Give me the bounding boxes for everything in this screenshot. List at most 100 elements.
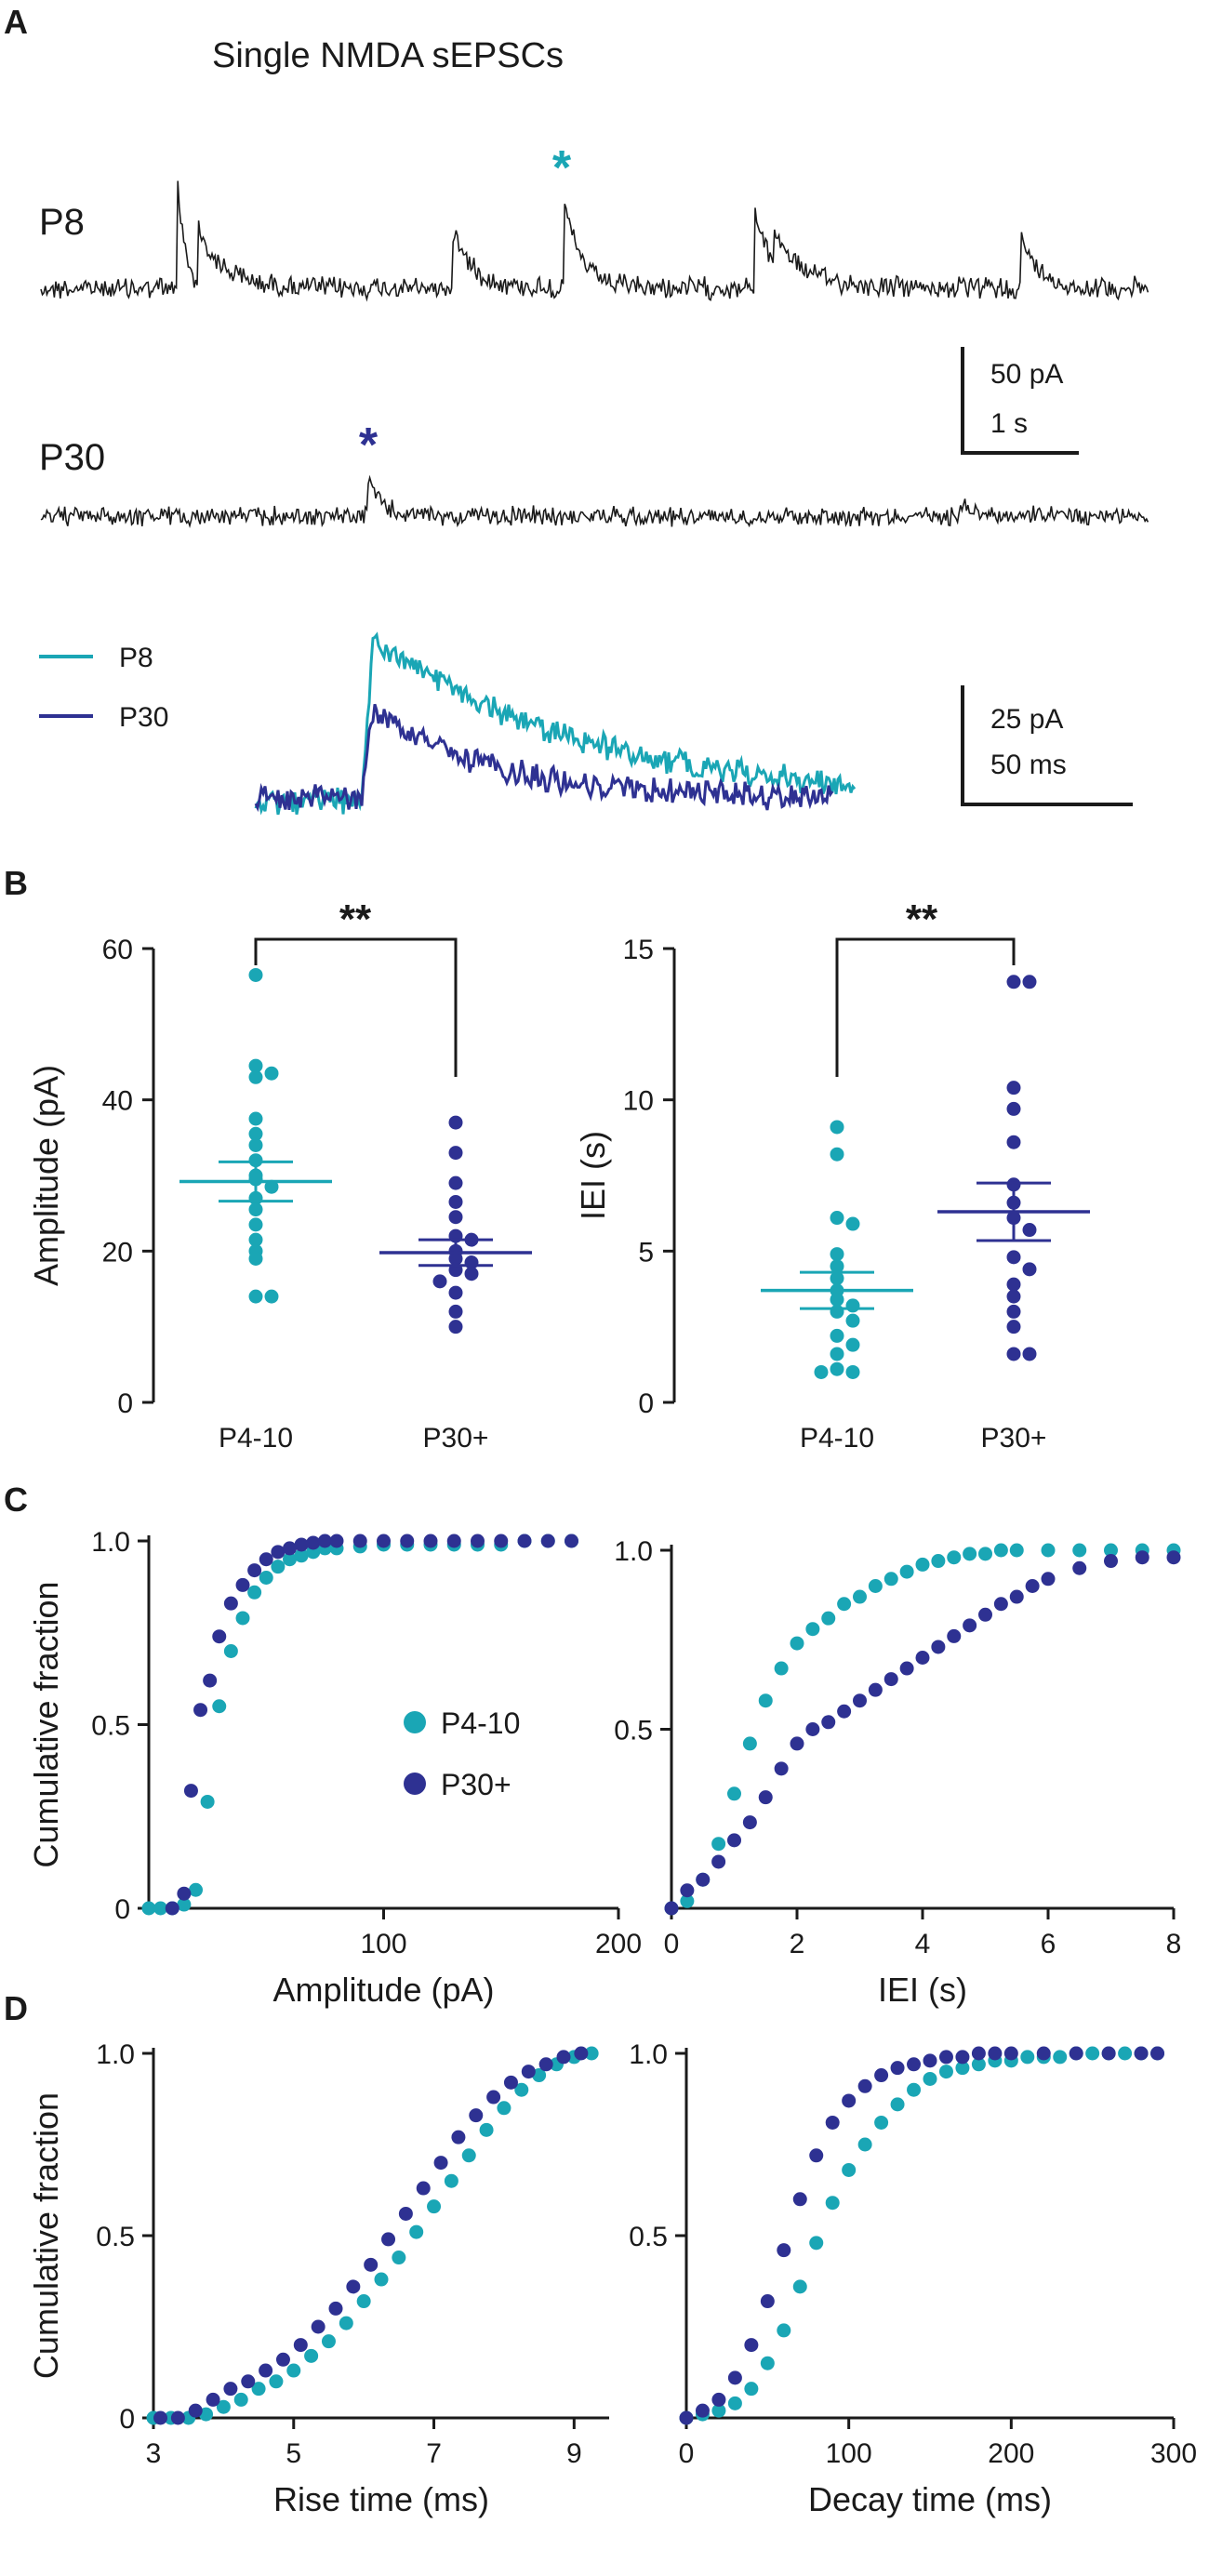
data-point bbox=[248, 1232, 263, 1247]
data-point bbox=[448, 1194, 463, 1209]
data-point bbox=[993, 1597, 1008, 1612]
data-point bbox=[584, 2046, 599, 2061]
data-point bbox=[727, 1786, 741, 1801]
data-point bbox=[1006, 1304, 1021, 1319]
data-point bbox=[814, 1364, 829, 1379]
legend-label-p8: P8 bbox=[119, 643, 153, 673]
data-point bbox=[837, 1704, 852, 1719]
y-tick-label: 0.5 bbox=[614, 1716, 653, 1746]
data-point bbox=[269, 2374, 284, 2389]
series-P30+ bbox=[165, 1534, 578, 1916]
data-point bbox=[955, 2050, 970, 2065]
data-point bbox=[461, 2148, 476, 2163]
data-point bbox=[963, 1618, 977, 1633]
data-point bbox=[845, 1298, 860, 1313]
y-tick-label: 0 bbox=[119, 2404, 135, 2435]
data-point bbox=[212, 1699, 227, 1714]
y-axis-label: IEI (s) bbox=[574, 1131, 612, 1220]
data-point bbox=[352, 1534, 367, 1548]
data-point bbox=[907, 2082, 922, 2097]
data-point bbox=[821, 1715, 836, 1730]
data-point bbox=[494, 1534, 509, 1548]
panel-d-letter: D bbox=[4, 1989, 28, 2027]
data-point bbox=[931, 1554, 946, 1569]
data-point bbox=[1134, 2046, 1149, 2061]
data-point bbox=[206, 2392, 220, 2407]
data-point bbox=[271, 1545, 286, 1560]
data-point bbox=[1085, 2046, 1100, 2061]
data-point bbox=[248, 1251, 263, 1266]
y-tick-label: 0.5 bbox=[96, 2222, 135, 2252]
data-point bbox=[680, 1893, 695, 1908]
x-axis-label: Rise time (ms) bbox=[273, 2480, 489, 2518]
data-point bbox=[899, 1564, 914, 1579]
x-tick-label: 4 bbox=[915, 1929, 931, 1959]
data-point bbox=[153, 2410, 168, 2425]
data-point bbox=[259, 2363, 273, 2378]
data-point bbox=[377, 1534, 391, 1548]
panel-b-amp-significance: ** bbox=[339, 896, 372, 942]
data-point bbox=[216, 2399, 231, 2414]
data-point bbox=[304, 2348, 319, 2363]
data-point bbox=[845, 1313, 860, 1328]
x-tick-label: 0 bbox=[679, 2438, 695, 2469]
data-point bbox=[711, 1837, 726, 1852]
data-point bbox=[845, 1337, 860, 1352]
data-point bbox=[446, 1534, 461, 1548]
y-tick-label: 20 bbox=[102, 1237, 133, 1268]
data-point bbox=[448, 1146, 463, 1161]
data-point bbox=[680, 1883, 695, 1898]
x-tick-label: 5 bbox=[286, 2438, 301, 2469]
y-tick-label: 15 bbox=[623, 935, 654, 965]
data-point bbox=[247, 1585, 262, 1600]
data-point bbox=[915, 1651, 930, 1665]
data-point bbox=[374, 2272, 389, 2287]
data-point bbox=[1009, 1589, 1024, 1604]
data-point bbox=[830, 1211, 844, 1226]
trace-p30-label: P30 bbox=[39, 437, 105, 478]
data-point bbox=[248, 1137, 263, 1152]
data-point bbox=[1166, 1550, 1181, 1565]
data-point bbox=[955, 2061, 970, 2076]
data-point bbox=[825, 2115, 840, 2130]
data-point bbox=[1069, 2046, 1083, 2061]
data-point bbox=[1020, 2050, 1035, 2065]
y-tick-label: 40 bbox=[102, 1086, 133, 1117]
data-point bbox=[248, 1217, 263, 1232]
data-point bbox=[790, 1636, 804, 1651]
data-point bbox=[1022, 1347, 1037, 1361]
data-point bbox=[837, 1597, 852, 1612]
significance-bracket bbox=[254, 937, 458, 1077]
panel-b-letter: B bbox=[4, 864, 28, 902]
panel-b-iei-significance: ** bbox=[906, 896, 938, 942]
data-point bbox=[1006, 1101, 1021, 1116]
data-point bbox=[884, 1572, 898, 1587]
data-point bbox=[188, 2403, 203, 2418]
data-point bbox=[830, 1120, 844, 1135]
data-point bbox=[809, 2236, 824, 2251]
data-point bbox=[884, 1672, 898, 1687]
data-point bbox=[200, 1794, 215, 1809]
data-point bbox=[514, 2082, 529, 2097]
data-point bbox=[842, 2093, 857, 2108]
x-tick-label: 200 bbox=[988, 2438, 1034, 2469]
data-point bbox=[845, 1216, 860, 1231]
data-point bbox=[857, 2137, 872, 2152]
y-tick-label: 60 bbox=[102, 935, 133, 965]
data-point bbox=[695, 2403, 710, 2418]
data-point bbox=[923, 2053, 937, 2068]
data-point bbox=[356, 2294, 371, 2309]
data-point bbox=[248, 967, 263, 982]
data-point bbox=[293, 2338, 308, 2353]
data-point bbox=[423, 1534, 438, 1548]
x-tick-label: 3 bbox=[146, 2438, 162, 2469]
y-tick-label: 1.0 bbox=[629, 2039, 668, 2070]
data-point bbox=[963, 1547, 977, 1561]
y-axis-label: Cumulative fraction bbox=[27, 1581, 65, 1867]
data-point bbox=[1025, 1579, 1040, 1593]
data-point bbox=[830, 1347, 844, 1361]
data-point bbox=[311, 2319, 326, 2334]
data-point bbox=[664, 1901, 679, 1916]
series-P30+ bbox=[679, 2046, 1165, 2425]
data-point bbox=[223, 2382, 238, 2397]
